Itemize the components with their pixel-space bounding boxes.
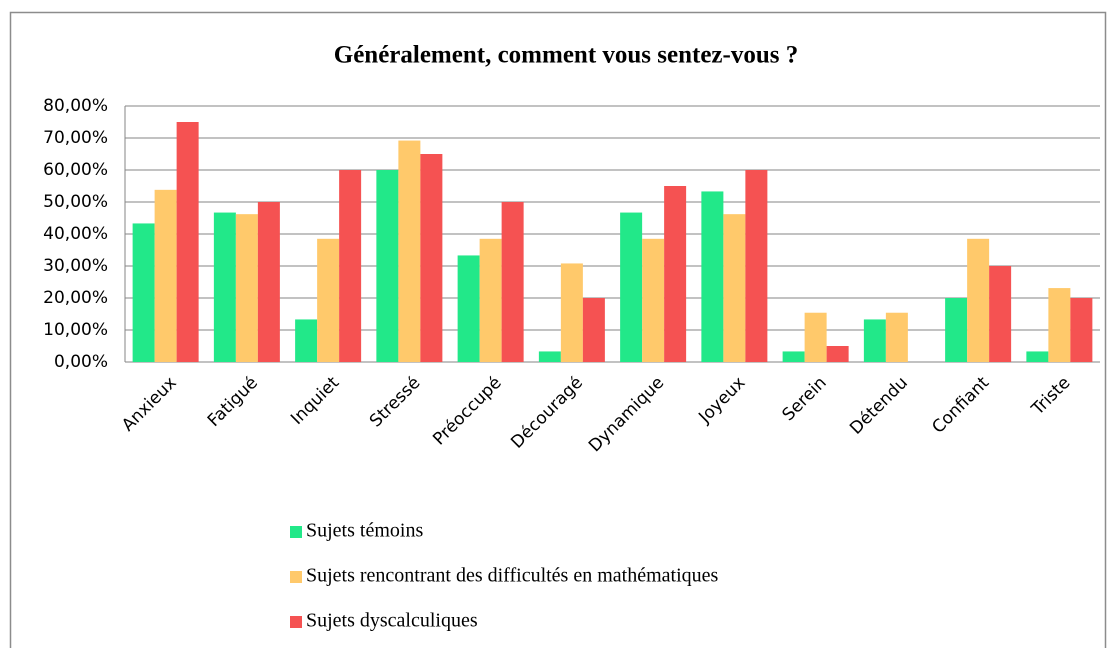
bar (257, 202, 280, 362)
legend-swatch (290, 571, 302, 583)
bar (989, 266, 1012, 362)
legend-label: Sujets rencontrant des difficultés en ma… (306, 565, 719, 587)
y-tick-label: 30,00% (43, 256, 108, 276)
bar (501, 202, 524, 362)
bar (945, 298, 968, 362)
bar (457, 255, 480, 362)
bar (826, 346, 849, 362)
y-tick-label: 60,00% (43, 160, 108, 180)
y-tick-label: 20,00% (43, 288, 108, 308)
bar (398, 140, 421, 362)
bar (701, 191, 724, 362)
bar (967, 238, 990, 362)
bar (642, 238, 665, 362)
bar (1070, 298, 1093, 362)
bar (317, 238, 340, 362)
bar (420, 154, 443, 362)
bar (804, 312, 827, 362)
legend-label: Sujets témoins (306, 520, 423, 542)
bar (723, 214, 746, 362)
bar (235, 214, 258, 362)
bar (295, 319, 318, 362)
bar (863, 319, 886, 362)
bar (664, 186, 687, 362)
y-tick-label: 50,00% (43, 192, 108, 212)
bar (1048, 288, 1071, 362)
bar (620, 212, 643, 362)
bar (376, 170, 399, 362)
bar (745, 170, 768, 362)
legend-label: Sujets dyscalculiques (306, 610, 478, 632)
bar (782, 351, 805, 362)
bar (582, 298, 605, 362)
bar (885, 312, 908, 362)
bar (538, 351, 561, 362)
y-tick-label: 40,00% (43, 224, 108, 244)
legend-swatch (290, 526, 302, 538)
y-tick-label: 80,00% (43, 96, 108, 116)
bar (132, 223, 155, 362)
bar (479, 238, 502, 362)
bar (154, 189, 177, 362)
chart-title: Généralement, comment vous sentez-vous ? (334, 42, 799, 69)
bar (560, 263, 583, 362)
y-tick-label: 10,00% (43, 320, 108, 340)
legend-swatch (290, 616, 302, 628)
y-tick-label: 0,00% (54, 352, 108, 372)
y-tick-label: 70,00% (43, 128, 108, 148)
bar (176, 122, 199, 362)
bar (1026, 351, 1049, 362)
bar (213, 212, 236, 362)
bar (339, 170, 362, 362)
